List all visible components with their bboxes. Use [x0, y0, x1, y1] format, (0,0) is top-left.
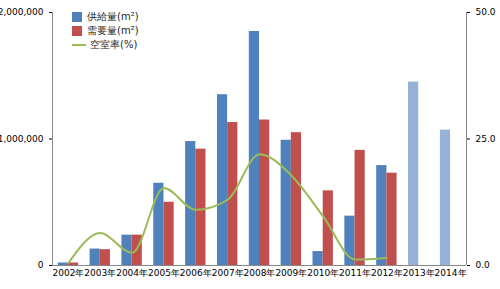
svg-text:0: 0 — [38, 260, 44, 270]
svg-text:2007年: 2007年 — [212, 268, 244, 278]
html-text:需要量(m²): 需要量(m²) — [87, 25, 139, 36]
svg-text:2011年: 2011年 — [339, 268, 371, 278]
svg-text:2003年: 2003年 — [84, 268, 116, 278]
svg-text:25.0: 25.0 — [476, 134, 496, 144]
svg-text:2013年: 2013年 — [403, 268, 435, 278]
html-text:空室率(%): 空室率(%) — [90, 39, 138, 50]
svg-text:2009年: 2009年 — [275, 268, 307, 278]
svg-text:1,000,000: 1,000,000 — [0, 134, 44, 144]
svg-text:2005年: 2005年 — [148, 268, 180, 278]
svg-text:2006年: 2006年 — [180, 268, 212, 278]
svg-text:2002年: 2002年 — [52, 268, 84, 278]
svg-text:2008年: 2008年 — [244, 268, 276, 278]
svg-text:2004年: 2004年 — [116, 268, 148, 278]
svg-text:2010年: 2010年 — [307, 268, 339, 278]
svg-text:2014年: 2014年 — [435, 268, 467, 278]
svg-text:2,000,000: 2,000,000 — [0, 7, 44, 17]
svg-text:50.0: 50.0 — [476, 7, 496, 17]
html-text:供給量(m²): 供給量(m²) — [87, 11, 139, 22]
svg-text:0.0: 0.0 — [476, 260, 491, 270]
svg-text:2012年: 2012年 — [371, 268, 403, 278]
